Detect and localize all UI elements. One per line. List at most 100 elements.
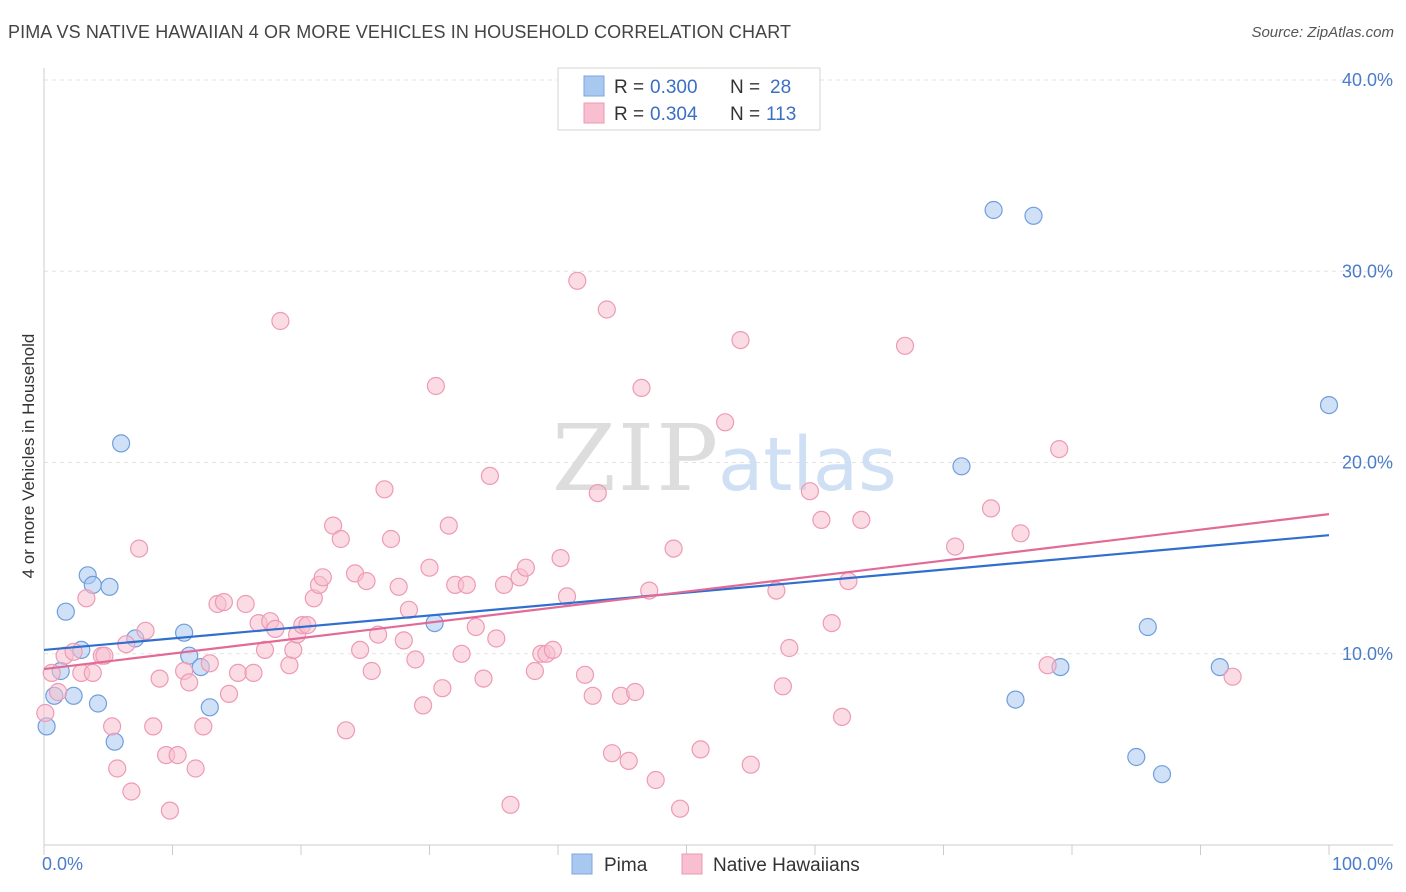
hawaiian-point-74 [516,558,536,577]
hawaiian-point-114 [1223,667,1242,686]
hawaiian-point-75 [525,661,545,681]
chart-title: PIMA VS NATIVE HAWAIIAN 4 OR MORE VEHICL… [8,22,792,42]
hawaiian-point-27 [214,592,233,612]
hawaiian-point-108 [895,336,915,355]
hawaiian-point-24 [194,717,213,736]
hawaiian-point-103 [812,510,831,530]
legend-n-label-pima: N = [730,77,760,98]
grid-lines [44,79,1393,655]
hawaiian-point-54 [381,529,401,549]
pima-point-26 [1210,657,1229,677]
pima-point-20 [1024,206,1043,225]
watermark: ZIP atlas [552,405,897,512]
x-tick-label-max: 100.0% [1332,854,1393,874]
hawaiian-point-105 [832,707,852,727]
hawaiian-point-62 [433,679,452,698]
hawaiian-point-104 [822,613,841,633]
pima-point-3 [56,602,75,621]
legend-r-label-pima: R = [614,77,644,98]
hawaiian-point-30 [236,594,255,614]
legend-swatch-pima [583,75,605,97]
hawaiian-point-81 [568,271,587,290]
hawaiian-point-82 [575,665,595,684]
pima-point-11 [111,434,131,453]
x-ticks [43,845,1330,855]
hawaiian-point-38 [284,640,303,660]
hawaiian-point-78 [543,640,563,660]
hawaiian-point-0 [36,703,55,723]
data-points [36,200,1339,820]
watermark-zip: ZIP [552,405,720,512]
hawaiian-point-44 [313,568,332,587]
hawaiian-point-58 [406,650,425,669]
hawaiian-point-92 [646,770,665,790]
hawaiian-point-56 [394,631,413,650]
hawaiian-point-83 [583,686,602,705]
hawaiian-point-53 [375,480,394,499]
hawaiian-point-101 [780,638,799,658]
hawaiian-point-46 [331,529,350,549]
hawaiian-point-68 [474,669,493,688]
hawaiian-point-65 [452,644,471,663]
hawaiian-point-107 [852,510,871,530]
hawaiian-point-17 [150,669,169,688]
legend-n-label-hawaiian: N = [730,104,760,125]
hawaiian-point-96 [715,413,735,432]
hawaiian-point-49 [351,640,370,660]
hawaiian-point-89 [625,682,645,702]
pima-point-24 [1138,617,1157,637]
hawaiian-point-23 [186,759,205,778]
hawaiian-point-94 [670,799,690,818]
legend-swatch-hawaiian [583,102,605,124]
hawaiian-point-19 [160,801,179,820]
pima-point-19 [984,200,1003,220]
hawaiian-point-51 [362,661,381,681]
y-tick-labels: 10.0% 20.0% 30.0% 40.0% [1342,70,1393,664]
hawaiian-point-16 [144,717,163,736]
x-tick-label-min: 0.0% [42,854,83,874]
hawaiian-point-25 [200,654,219,673]
hawaiian-point-7 [83,663,102,683]
hawaiian-point-79 [551,548,570,568]
legend-r-pima: 0.300 [650,77,698,98]
hawaiian-point-85 [597,300,616,319]
hawaiian-point-20 [168,745,187,765]
bottom-legend-label-hawaiian: Native Hawaiians [713,855,860,876]
hawaiian-point-113 [1050,440,1069,459]
hawaiian-point-90 [632,378,651,397]
trend-lines [43,513,1330,671]
hawaiian-point-109 [945,537,965,556]
hawaiian-point-36 [271,311,290,331]
hawaiian-point-28 [219,684,239,704]
pima-point-16 [200,698,219,717]
hawaiian-point-55 [389,577,408,596]
hawaiian-point-63 [439,516,458,535]
hawaiian-point-67 [466,617,485,637]
pima-point-9 [100,577,119,596]
hawaiian-point-2 [48,682,68,702]
hawaiian-point-31 [244,663,263,683]
x-tick-labels: 0.0% 100.0% [42,854,1393,874]
hawaiian-point-71 [494,575,514,595]
hawaiian-point-50 [357,571,376,591]
pima-point-23 [1127,747,1146,767]
y-tick-label-40: 40.0% [1342,70,1393,90]
hawaiian-point-13 [122,782,141,801]
hawaiian-point-100 [773,677,793,696]
hawaiian-point-102 [800,482,820,501]
hawaiian-point-45 [324,516,343,535]
hawaiian-trend-line [43,513,1330,671]
pima-point-27 [1319,396,1339,415]
legend-r-hawaiian: 0.304 [650,104,698,125]
hawaiian-point-84 [588,484,607,503]
pima-point-21 [1006,690,1025,709]
y-tick-label-20: 20.0% [1342,453,1393,473]
hawaiian-point-112 [1038,656,1057,675]
hawaiian-point-47 [336,721,356,740]
hawaiian-point-88 [619,751,638,771]
legend: R = 0.300 N = 28 R = 0.304 N = 113 [557,67,821,131]
legend-n-hawaiian: 113 [766,104,796,125]
legend-r-label-hawaiian: R = [614,104,644,125]
hawaiian-point-86 [602,744,622,763]
